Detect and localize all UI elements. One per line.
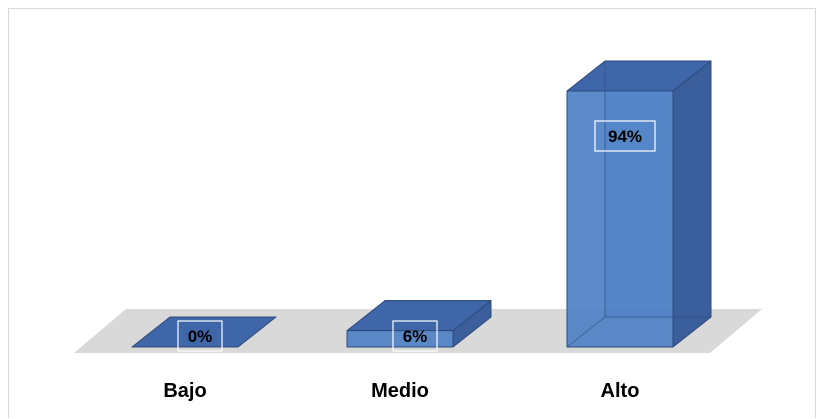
bar-front-face bbox=[346, 330, 454, 348]
category-label-medio: Medio bbox=[371, 380, 429, 402]
bar-inner-edge bbox=[566, 316, 711, 348]
category-label-alto: Alto bbox=[601, 380, 640, 402]
data-label-box bbox=[392, 320, 438, 352]
data-label-box bbox=[177, 320, 223, 352]
labels-group: 0% Bajo 6% Medio 94% Alto bbox=[163, 120, 656, 402]
bars-group bbox=[131, 60, 712, 348]
bar-alto bbox=[566, 60, 712, 348]
bar-bajo bbox=[131, 316, 277, 348]
bar-front-face bbox=[566, 90, 674, 348]
bar-medio bbox=[346, 300, 492, 348]
bar-side-face bbox=[672, 60, 712, 348]
bar-top-face bbox=[131, 316, 277, 348]
data-label-bajo: 0% bbox=[188, 327, 213, 346]
data-label-medio: 6% bbox=[403, 327, 428, 346]
data-label-box bbox=[594, 120, 656, 152]
data-label-alto: 94% bbox=[608, 127, 642, 146]
chart-frame bbox=[8, 8, 816, 418]
category-label-bajo: Bajo bbox=[163, 380, 206, 402]
